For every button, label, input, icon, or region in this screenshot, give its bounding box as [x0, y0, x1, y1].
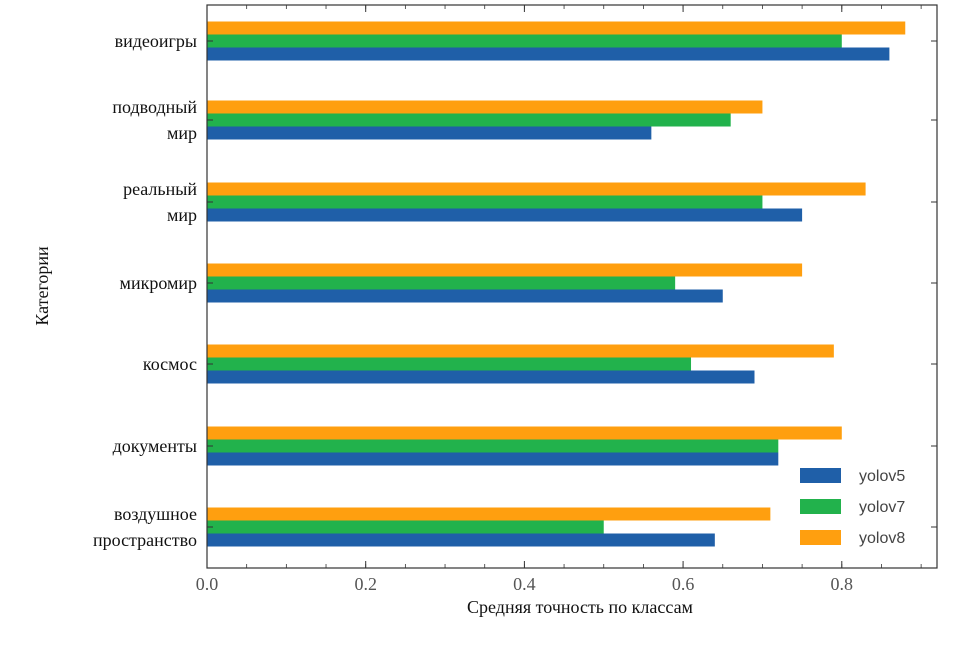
- category-label: космос: [143, 354, 197, 374]
- bar-yolov5-2: [207, 208, 803, 222]
- bar-yolov5-3: [207, 289, 723, 303]
- plot-frame: [206, 4, 938, 569]
- legend-label-yolov5: yolov5: [859, 468, 905, 485]
- category-label: видеоигры: [115, 31, 197, 51]
- bar-yolov8-3: [207, 263, 803, 277]
- bar-yolov8-0: [207, 21, 906, 35]
- bar-yolov7-1: [207, 113, 731, 127]
- bar-yolov5-4: [207, 370, 755, 384]
- bar-yolov8-1: [207, 100, 763, 114]
- bar-yolov7-4: [207, 357, 692, 371]
- legend-label-yolov7: yolov7: [859, 499, 905, 516]
- legend-label-yolov8: yolov8: [859, 530, 905, 547]
- category-label: документы: [113, 436, 197, 456]
- bar-yolov7-5: [207, 439, 779, 453]
- category-label: пространство: [93, 530, 197, 550]
- x-ticks: 0.0 0.2 0.4 0.6 0.8: [196, 5, 922, 594]
- legend-swatch-yolov8: [800, 530, 841, 545]
- category-label: мир: [167, 123, 197, 143]
- bar-yolov8-2: [207, 182, 866, 196]
- bar-yolov7-3: [207, 276, 676, 290]
- category-label: мир: [167, 205, 197, 225]
- category-label: микромир: [120, 273, 197, 293]
- category-label: реальный: [123, 179, 197, 199]
- bar-yolov5-5: [207, 452, 779, 466]
- x-tick-label: 0.6: [672, 574, 695, 594]
- x-tick-label: 0.0: [196, 574, 219, 594]
- y-axis-title: Категории: [32, 246, 52, 326]
- bar-yolov7-6: [207, 520, 604, 534]
- category-label: подводный: [112, 97, 197, 117]
- legend-swatch-yolov7: [800, 499, 841, 514]
- legend-swatch-yolov5: [800, 468, 841, 483]
- legend: yolov5 yolov7 yolov8: [800, 468, 905, 547]
- category-label: воздушное: [114, 504, 197, 524]
- x-tick-label: 0.4: [513, 574, 536, 594]
- bar-yolov7-2: [207, 195, 763, 209]
- x-tick-label: 0.2: [354, 574, 377, 594]
- bar-yolov8-5: [207, 426, 842, 440]
- bar-yolov5-0: [207, 47, 890, 61]
- bar-yolov5-1: [207, 126, 652, 140]
- x-axis-title: Средняя точность по классам: [467, 597, 693, 617]
- bar-yolov8-6: [207, 507, 771, 521]
- x-tick-label: 0.8: [831, 574, 854, 594]
- bar-yolov8-4: [207, 344, 834, 358]
- bar-yolov5-6: [207, 533, 715, 547]
- bar-yolov7-0: [207, 34, 842, 48]
- category-labels: видеоигры подводный мир реальный мир микромир…: [93, 31, 937, 550]
- bars-layer: [207, 21, 906, 547]
